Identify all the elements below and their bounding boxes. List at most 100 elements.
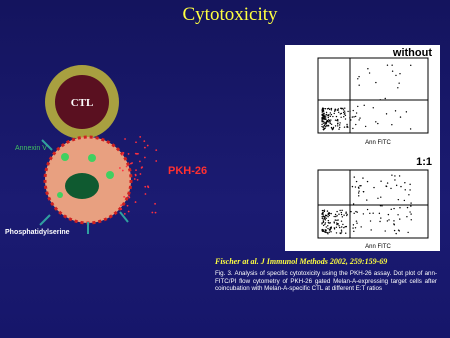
x-axis-label: Ann FITC [365, 140, 391, 146]
flow-dot [369, 220, 372, 222]
particle [146, 144, 149, 147]
particle [139, 173, 142, 175]
flow-dot [394, 175, 396, 177]
flow-dot [322, 224, 325, 227]
flow-dot [324, 217, 326, 219]
flow-dot [327, 116, 329, 119]
particle [154, 202, 156, 205]
flow-dot [343, 115, 345, 118]
flow-dot [381, 205, 383, 207]
flow-dot [373, 186, 375, 189]
flow-dot [346, 213, 348, 216]
particle [127, 210, 130, 213]
flow-dot [404, 189, 406, 191]
flow-dot [335, 226, 338, 229]
flow-dot [339, 226, 341, 229]
flow-dot [322, 214, 324, 216]
flow-dot [330, 119, 332, 121]
flow-dot [334, 109, 337, 111]
plot-frame [317, 57, 429, 134]
panel-label: without [392, 47, 432, 59]
flow-dot [324, 118, 326, 121]
flow-dot [321, 217, 323, 219]
flow-dot [346, 214, 348, 217]
particle [138, 160, 141, 163]
flow-dot [410, 202, 412, 204]
ctl-label: CTL [71, 97, 94, 109]
flow-dot [370, 229, 372, 231]
particle [134, 201, 137, 203]
flow-dot [354, 227, 357, 229]
flow-dot [330, 231, 332, 233]
flow-dot [343, 126, 346, 128]
flow-dot [324, 219, 327, 221]
particle [122, 152, 125, 154]
flow-dot [330, 212, 332, 215]
flow-dot [340, 112, 343, 115]
flow-dot [339, 122, 341, 124]
flow-dot [353, 116, 355, 118]
flow-dot [324, 215, 326, 218]
flow-dot [322, 122, 325, 124]
flow-dot [380, 217, 382, 219]
flow-dot [349, 110, 351, 112]
flow-dot [325, 226, 327, 228]
flow-dot [321, 215, 323, 218]
flow-dot [336, 215, 338, 217]
particle [127, 195, 130, 198]
flow-dot [338, 124, 341, 126]
flow-dot [329, 228, 332, 230]
particle [135, 141, 137, 144]
flow-dot [406, 215, 408, 218]
flow-dot [339, 209, 341, 212]
flow-dot [344, 226, 346, 228]
flow-dot [342, 107, 344, 110]
flow-dot [323, 209, 326, 211]
flow-dot [391, 174, 393, 176]
flow-dot [324, 115, 326, 118]
flow-dot [386, 182, 389, 184]
flow-dot [322, 128, 325, 131]
particle [127, 153, 130, 155]
ps-label: Phosphatidylserine [5, 229, 70, 236]
flow-dot [329, 115, 331, 118]
flow-dot [362, 213, 365, 215]
flow-dot [332, 115, 334, 118]
particle [141, 166, 144, 169]
flow-dot [404, 182, 406, 184]
flow-dot [352, 227, 354, 229]
flow-dot [330, 226, 332, 228]
flow-dot [337, 219, 339, 221]
flow-dot [366, 208, 369, 211]
particle [120, 204, 123, 207]
flow-dot [350, 119, 352, 121]
flow-dot [327, 233, 329, 235]
flow-dot [359, 185, 361, 187]
caption: Fig. 3. Analysis of specific cytotoxicit… [215, 270, 437, 293]
flow-dot [329, 121, 331, 123]
flow-dot [341, 226, 343, 228]
flow-dot [358, 84, 360, 86]
flow-dot [340, 116, 342, 118]
flow-dot [324, 122, 326, 125]
particle [143, 146, 146, 149]
flow-dot [372, 107, 374, 109]
flow-dot [336, 118, 339, 121]
flow-dot [344, 112, 346, 114]
flow-dot [327, 125, 330, 127]
annexin-label: Annexin V [15, 145, 47, 152]
flow-dot [362, 177, 364, 179]
flow-dot [321, 116, 324, 119]
pkh-label: PKH-26 [168, 165, 207, 177]
flow-dot [386, 64, 389, 66]
flow-dot [405, 111, 408, 113]
flow-dot [324, 222, 327, 224]
flow-dot [350, 210, 352, 213]
flow-dot [322, 126, 324, 129]
flow-dot [326, 120, 328, 123]
flow-dot [334, 119, 337, 121]
flow-dot [339, 232, 341, 234]
flow-dot [395, 184, 398, 187]
flow-dot [399, 218, 401, 220]
